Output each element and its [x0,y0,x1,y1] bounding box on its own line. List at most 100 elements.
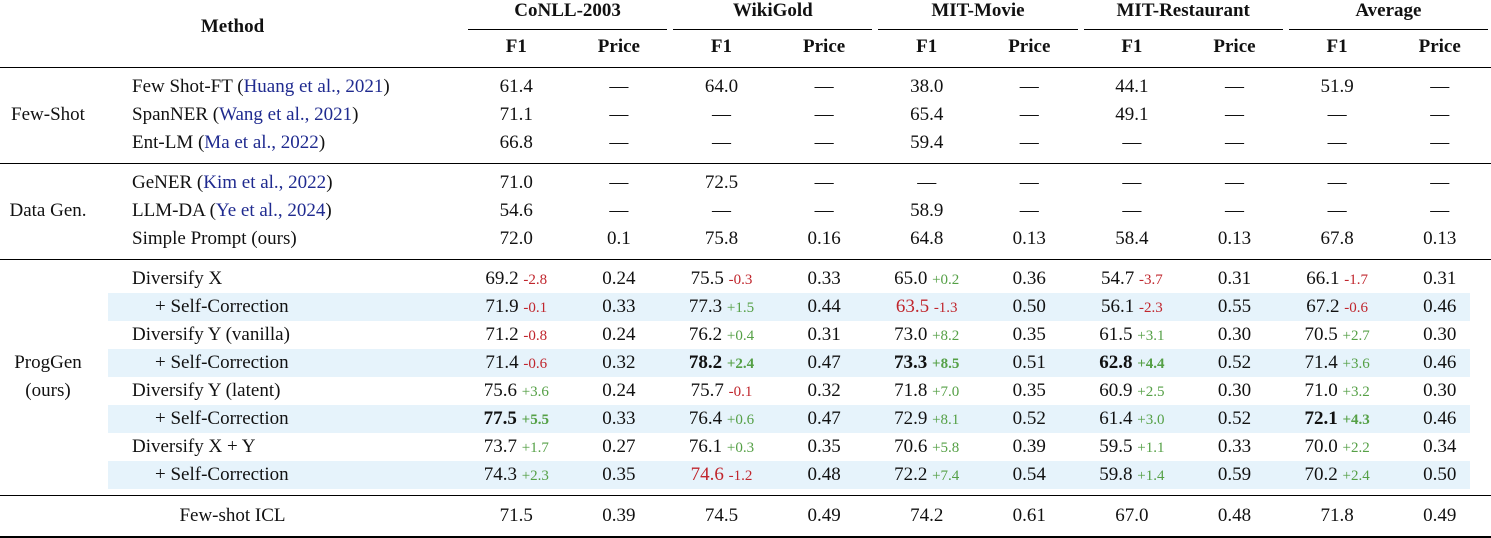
price-cell: 0.24 [602,268,636,289]
metric-header: F1 [505,36,527,57]
f1-value: — [711,200,731,221]
f1-value: 71.5 [499,505,533,526]
f1-delta: +1.5 [726,300,755,316]
f1-delta: +1.4 [1137,468,1165,484]
price-cell: 0.34 [1423,436,1457,457]
f1-delta: -1.7 [1344,272,1368,288]
f1-cell: 56.1 -2.3 [1081,293,1184,321]
f1-value: 71.0 [1304,380,1338,401]
f1-cell: 75.8 [670,225,773,253]
f1-value: — [1122,200,1142,221]
f1-cell: 44.1 [1081,73,1184,101]
price-cell: 0.54 [1012,464,1046,485]
f1-value: 71.9 [485,296,519,317]
f1-cell: 61.5 +3.1 [1081,321,1184,349]
price-cell: 0.50 [1012,296,1046,317]
method-text: Simple Prompt (ours) [132,228,297,249]
f1-value: 56.1 [1101,296,1135,317]
price-cell: 0.33 [1217,436,1252,457]
metric-header: F1 [1326,36,1348,57]
row-shade [108,293,1470,321]
f1-cell: 70.0 +2.2 [1286,433,1389,461]
method-text: ) [318,132,326,153]
group-label-text: Data Gen. [9,200,87,221]
f1-cell: 71.0 +3.2 [1286,377,1389,405]
f1-cell: 71.9 -0.1 [465,293,568,321]
f1-value: 51.9 [1320,76,1354,97]
f1-delta: +2.7 [1342,328,1370,344]
method-name: Diversify X [132,265,222,293]
price-cell: — [609,172,629,193]
price-cell: — [1430,200,1450,221]
f1-cell: 71.2 -0.8 [465,321,568,349]
method-name: Few Shot-FT (Huang et al., 2021) [132,73,390,101]
f1-cell: 59.4 [875,129,978,157]
method-name: SpanNER (Wang et al., 2021) [132,101,358,129]
f1-delta: +1.1 [1137,440,1165,456]
price-cell: 0.35 [1012,324,1046,345]
f1-cell: 72.5 [670,169,773,197]
f1-cell: 51.9 [1286,73,1389,101]
price-cell: 0.35 [807,436,841,457]
price-cell: 0.49 [807,505,841,526]
price-cell: 0.31 [807,324,841,345]
f1-cell: 76.4 +0.6 [670,405,773,433]
f1-cell: 67.0 [1081,502,1184,530]
f1-value: — [1327,132,1347,153]
rule [0,67,1491,69]
price-cell: 0.49 [1423,505,1457,526]
f1-value: 63.5 [895,296,930,317]
f1-value: 70.0 [1304,436,1338,457]
f1-delta: +2.4 [1342,468,1370,484]
price-cell: 0.31 [1217,268,1252,289]
f1-value: 74.3 [483,464,517,485]
f1-delta: -0.1 [728,384,753,400]
f1-delta: -0.6 [523,356,548,372]
method-text: GeNER ( [132,172,204,193]
f1-cell: 74.3 +2.3 [465,461,568,489]
f1-value: 77.5 [483,408,517,429]
rule [878,29,1078,30]
f1-cell: 77.5 +5.5 [465,405,568,433]
f1-cell: 38.0 [875,73,978,101]
f1-cell: 67.2 -0.6 [1286,293,1389,321]
price-cell: — [609,76,629,97]
f1-value: 59.5 [1099,436,1133,457]
f1-cell: — [670,101,773,129]
f1-cell: 71.8 +7.0 [875,377,978,405]
metric-header: Price [1008,36,1051,57]
metric-header: F1 [916,36,938,57]
price-cell: — [1019,132,1039,153]
price-cell: — [1430,132,1450,153]
f1-value: 70.5 [1304,324,1338,345]
price-cell: 0.44 [807,296,841,317]
f1-value: — [711,104,731,125]
f1-cell: 75.6 +3.6 [465,377,568,405]
f1-cell: 59.5 +1.1 [1081,433,1184,461]
f1-value: 61.5 [1099,324,1133,345]
f1-cell: — [1286,129,1389,157]
method-name: Diversify Y (vanilla) [132,321,290,349]
f1-delta: +3.2 [1342,384,1370,400]
price-cell: 0.1 [607,228,631,249]
method-text: + Self-Correction [155,464,289,485]
f1-value: 54.7 [1101,268,1135,289]
f1-value: 75.6 [483,380,517,401]
f1-value: 71.4 [485,352,519,373]
price-cell: 0.32 [602,352,636,373]
f1-value: 64.8 [910,228,944,249]
metric-header: Price [1418,36,1461,57]
f1-delta: +5.8 [932,440,960,456]
f1-value: 70.6 [894,436,928,457]
f1-value: 49.1 [1115,104,1149,125]
citation: Kim et al., 2022 [203,172,327,193]
f1-cell: 61.4 +3.0 [1081,405,1184,433]
price-cell: 0.59 [1217,464,1252,485]
price-cell: — [1019,200,1039,221]
f1-value: 71.2 [485,324,519,345]
f1-value: 73.3 [894,352,928,373]
method-text: Diversify Y (latent) [132,380,281,401]
f1-value: 72.9 [894,408,928,429]
citation: Ye et al., 2024 [215,200,326,221]
f1-delta: +4.4 [1137,356,1165,372]
